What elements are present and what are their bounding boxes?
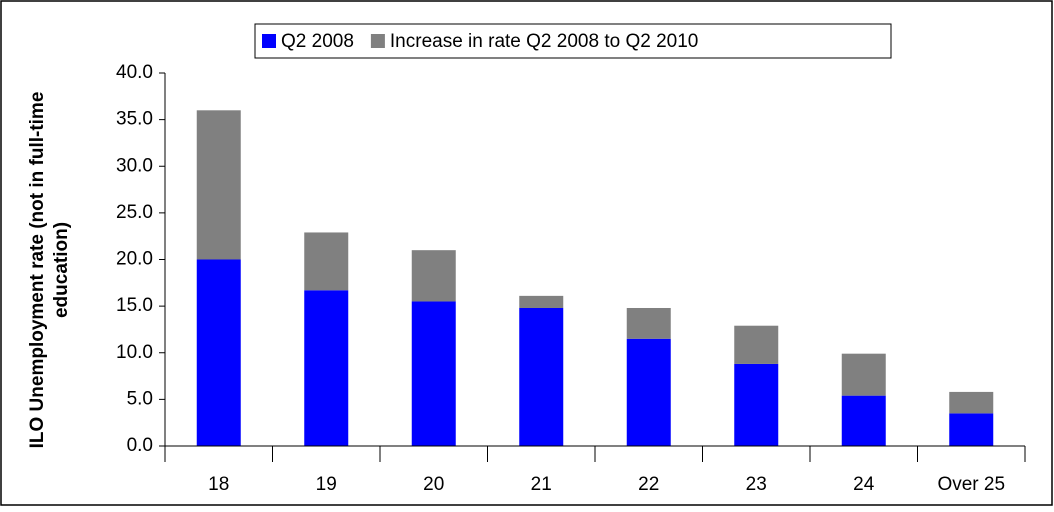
legend-swatch (370, 34, 385, 48)
x-tick-label: 21 (531, 474, 552, 495)
y-tick-label: 15.0 (116, 295, 153, 316)
x-tick-label: 18 (208, 474, 229, 495)
legend-swatch (262, 34, 276, 48)
x-tick-label: Over 25 (937, 474, 1005, 495)
bar-segment (734, 325, 779, 364)
legend-label: Increase in rate Q2 2008 to Q2 2010 (390, 31, 698, 52)
bar-segment (734, 363, 779, 446)
bar-segment (626, 307, 671, 339)
y-tick-label: 30.0 (116, 155, 153, 176)
legend-box (254, 23, 892, 59)
x-tick-label: 20 (423, 474, 444, 495)
bar-segment (196, 110, 241, 260)
bar-segment (841, 395, 886, 446)
bar-segment (196, 259, 241, 446)
x-tick-label: 22 (638, 474, 659, 495)
bar-segment (411, 301, 456, 446)
y-axis-label: ILO Unemployment rate (not in full-time (27, 92, 48, 449)
bar-segment (949, 391, 994, 414)
y-tick-label: 35.0 (116, 109, 153, 130)
x-tick-label: 23 (746, 474, 767, 495)
y-tick-label: 25.0 (116, 202, 153, 223)
bar-segment (304, 290, 349, 446)
y-axis-label: education) (51, 222, 72, 318)
bar-segment (411, 250, 456, 302)
bar-segment (304, 232, 349, 291)
y-tick-label: 0.0 (127, 435, 153, 456)
x-tick-label: 19 (316, 474, 337, 495)
y-tick-label: 10.0 (116, 342, 153, 363)
bar-segment (519, 295, 564, 308)
legend-label: Q2 2008 (281, 31, 354, 52)
x-tick-label: 24 (853, 474, 875, 495)
bar-segment (949, 413, 994, 446)
bar-segment (841, 353, 886, 396)
y-tick-label: 20.0 (116, 249, 153, 270)
y-tick-label: 5.0 (127, 388, 153, 409)
bar-segment (519, 307, 564, 446)
bar-segment (626, 338, 671, 446)
y-tick-label: 40.0 (116, 62, 153, 83)
